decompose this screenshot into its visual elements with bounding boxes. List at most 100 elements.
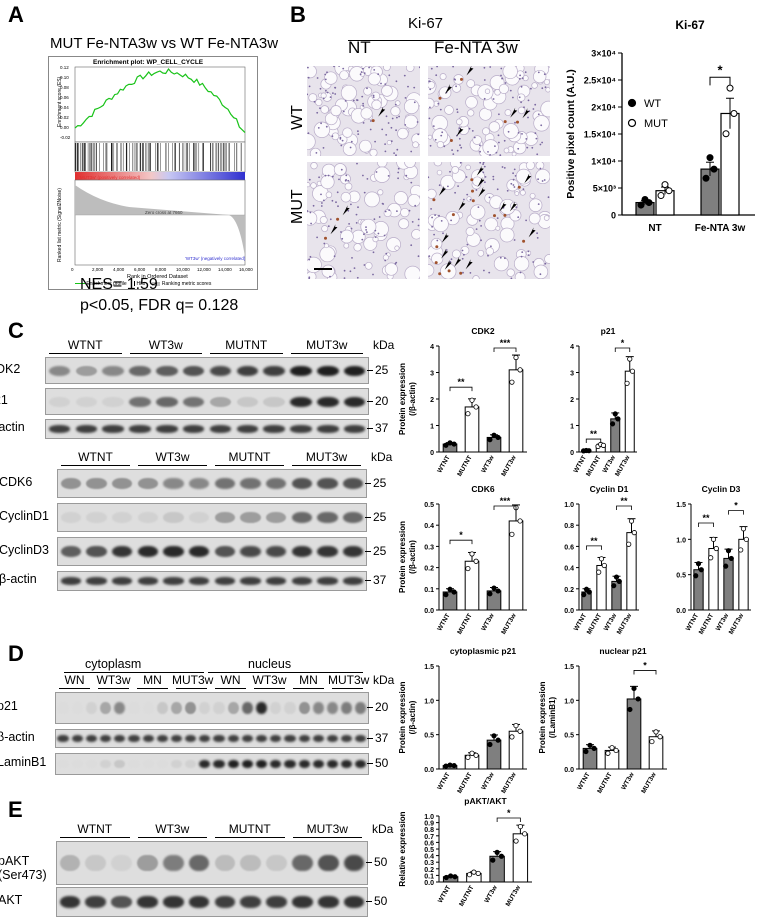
- blot-band: [199, 735, 211, 742]
- data-point: [611, 583, 617, 589]
- blot-band: [240, 577, 261, 585]
- nucleus-dot: [333, 255, 336, 258]
- alveolus: [343, 242, 350, 249]
- blot-band: [170, 735, 183, 742]
- blot-band: [137, 577, 159, 585]
- blot-band: [85, 854, 107, 872]
- blot-band: [71, 702, 83, 714]
- y-tick-label: 1×10⁴: [591, 157, 616, 167]
- data-point: [624, 380, 630, 386]
- alveolus: [533, 264, 549, 279]
- row-label: LaminB1: [0, 755, 47, 769]
- nucleus-dot: [307, 66, 309, 69]
- es-tick-label: 0.08: [60, 85, 69, 90]
- nucleus-dot: [385, 134, 388, 136]
- nucleus-dot: [331, 135, 334, 138]
- blot-band: [114, 735, 126, 742]
- nucleus-dot: [501, 77, 503, 80]
- gsea-legend: Enrichment profile Hits Ranking metric s…: [75, 281, 211, 287]
- lane-group-label: WT3w: [155, 450, 190, 464]
- nucleus-dot: [316, 236, 318, 239]
- nucleus-dot: [510, 182, 513, 185]
- legend-metric: Ranking metric scores: [161, 281, 212, 287]
- nucleus-dot: [398, 115, 400, 118]
- alveolus: [452, 83, 462, 93]
- nucleus-dot: [362, 122, 365, 124]
- nucleus-dot: [308, 258, 311, 261]
- nucleus-dot: [442, 232, 444, 235]
- blot-band: [188, 478, 210, 489]
- nucleus-dot: [366, 178, 369, 180]
- rank-tick-label: 0: [71, 267, 74, 272]
- blot-row: [57, 571, 367, 591]
- blot-band: [57, 702, 69, 714]
- nucleus-dot: [496, 188, 499, 191]
- alveolus: [499, 227, 515, 243]
- y-tick-label: 1.0: [564, 698, 574, 705]
- nucleus-dot: [440, 134, 443, 137]
- nucleus-dot: [512, 96, 514, 99]
- mw-tick: [367, 707, 373, 708]
- nucleus-dot: [463, 198, 465, 201]
- x-tick-label: WT3w: [480, 612, 496, 633]
- alveolus: [333, 163, 347, 176]
- row-label-2: (Ser473): [0, 868, 47, 882]
- blot-band: [156, 396, 178, 407]
- blot-band: [75, 396, 97, 407]
- alveolus: [319, 246, 336, 263]
- lane-group-label: WTNT: [67, 338, 103, 352]
- nucleus-dot: [418, 66, 420, 69]
- blot-band: [86, 577, 107, 585]
- nucleus-dot: [480, 239, 482, 242]
- chart-title: nuclear p21: [599, 646, 647, 656]
- y-tick-label: 2×10⁴: [591, 103, 616, 113]
- y-tick-label: 1: [570, 424, 574, 431]
- x-tick-label: MUTNT: [456, 454, 473, 477]
- nucleus-dot: [339, 138, 342, 140]
- lane-group-line: [61, 465, 130, 466]
- nucleus-dot: [525, 138, 528, 140]
- nucleus-dot: [405, 174, 408, 177]
- es-tick-label: 0.12: [60, 65, 69, 70]
- alveolus: [363, 86, 373, 96]
- nucleus-dot: [487, 254, 489, 257]
- nucleus-dot: [333, 66, 335, 68]
- panel-a-title: MUT Fe-NTA3w vs WT Fe-NTA3w: [50, 35, 279, 52]
- nucleus-dot: [374, 229, 377, 232]
- blot-band: [265, 512, 287, 523]
- nucleus-dot: [544, 262, 547, 265]
- nucleus-dot: [365, 226, 367, 228]
- alveolus: [371, 99, 382, 110]
- nucleus-dot: [395, 129, 397, 132]
- nucleus-dot: [459, 162, 462, 164]
- rank-tick-label: 12,000: [197, 267, 211, 272]
- alveolus: [390, 106, 401, 117]
- arrow-icon: [510, 107, 518, 118]
- blot-band: [284, 760, 296, 768]
- row-label-wt: WT: [289, 105, 306, 130]
- col-label-fenta: Fe-NTA 3w: [434, 38, 518, 57]
- alveolus: [528, 212, 541, 225]
- nucleus-dot: [320, 122, 322, 125]
- data-point: [601, 562, 607, 569]
- hits-group: [74, 143, 242, 171]
- row-label-mut: MUT: [289, 189, 306, 224]
- arrow-icon: [438, 185, 446, 196]
- legend-metric-swatch: [152, 281, 161, 286]
- nucleus-dot: [341, 237, 344, 240]
- x-tick-label: MUTNT: [456, 612, 473, 635]
- blot-band: [59, 854, 81, 872]
- nucleus-dot: [390, 126, 393, 129]
- blot-band: [142, 760, 154, 768]
- nucleus-dot: [387, 175, 390, 177]
- data-point: [517, 823, 523, 830]
- nucleus-dot: [509, 89, 512, 92]
- nucleus-dot: [369, 128, 372, 131]
- alveolus: [403, 98, 420, 115]
- nucleus-dot: [310, 222, 312, 225]
- blot-band: [343, 896, 365, 908]
- nucleus-dot: [475, 228, 478, 230]
- y-tick-label: 0.0: [564, 608, 574, 615]
- nucleus-dot: [309, 211, 312, 214]
- alveolus: [394, 245, 400, 251]
